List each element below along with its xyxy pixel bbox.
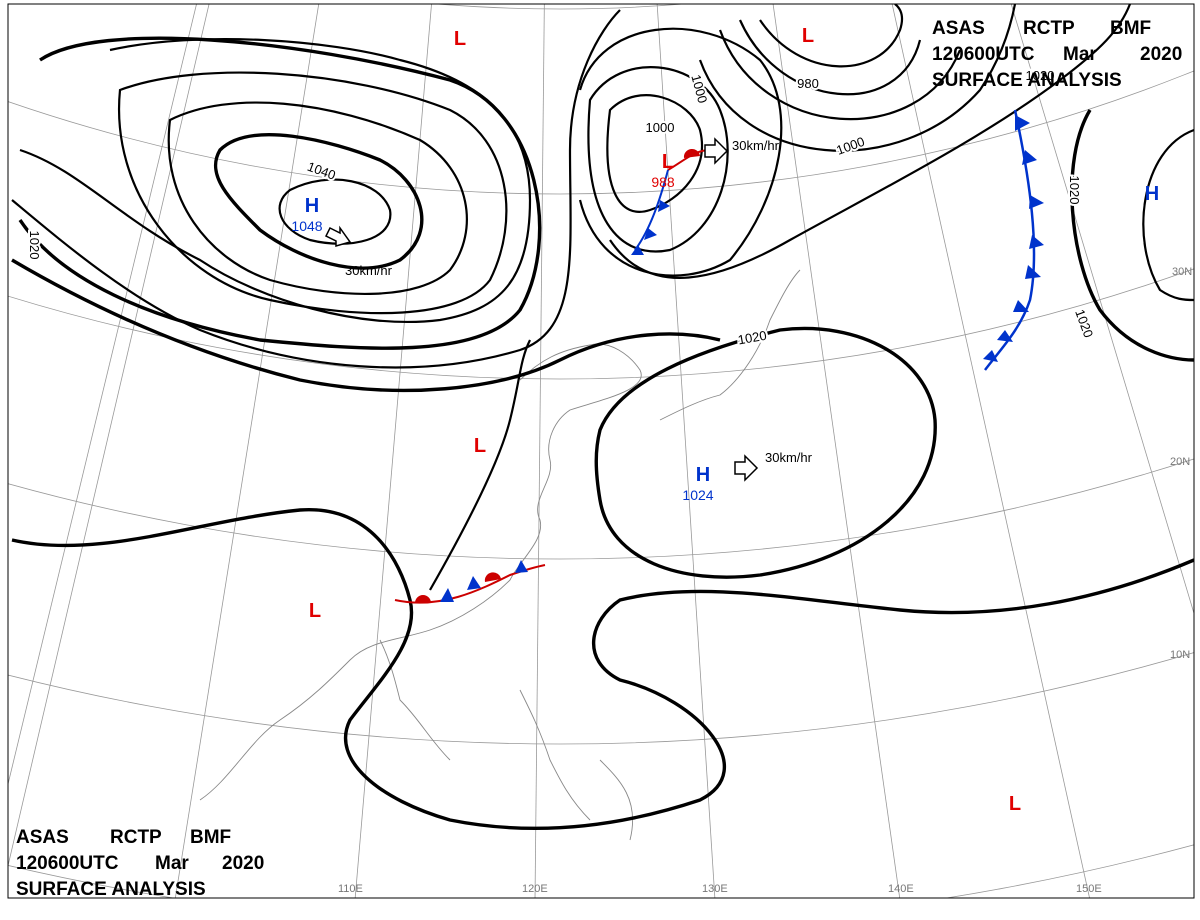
header-code: BMF bbox=[190, 827, 231, 848]
header-time: 120600UTC bbox=[16, 853, 119, 874]
header-top: ASAS RCTP BMF 120600UTC Mar 2020 SURFACE… bbox=[932, 18, 1182, 91]
longitude-line bbox=[656, 4, 716, 898]
header-month: Mar bbox=[155, 853, 189, 874]
header-station: RCTP bbox=[110, 827, 162, 848]
header-year: 2020 bbox=[222, 853, 264, 874]
pressure-center-value: 1048 bbox=[291, 218, 322, 234]
longitude-line bbox=[1010, 4, 1194, 615]
pressure-center-symbol: L bbox=[454, 28, 466, 50]
pressure-center-value: 1024 bbox=[682, 487, 713, 503]
latitude-label: 30N bbox=[1172, 266, 1192, 278]
header-bottom: ASAS RCTP BMF 120600UTC Mar 2020 SURFACE… bbox=[16, 827, 264, 900]
header-year: 2020 bbox=[1140, 44, 1182, 65]
isobar-label: 1020 bbox=[1067, 176, 1082, 205]
pressure-center-symbol: L bbox=[474, 435, 486, 457]
header-agency: ASAS bbox=[16, 827, 69, 848]
header-month: Mar bbox=[1063, 44, 1097, 65]
longitude-label: 110E bbox=[338, 883, 363, 895]
latitude-label: 20N bbox=[1170, 456, 1190, 468]
header-station: RCTP bbox=[1023, 18, 1075, 39]
pressure-center-symbol: L bbox=[309, 600, 321, 622]
pressure-center-symbol: L bbox=[662, 151, 674, 173]
pressure-center-symbol: H bbox=[305, 195, 319, 217]
isobar-label: 1000 bbox=[646, 120, 675, 135]
fronts bbox=[394, 109, 1044, 604]
longitude-label: 140E bbox=[888, 883, 914, 895]
coastlines bbox=[199, 269, 801, 841]
latitude-label: 10N bbox=[1170, 649, 1190, 661]
longitude-line bbox=[8, 4, 197, 786]
pressure-center-symbol: L bbox=[1009, 793, 1021, 815]
pressure-center-symbol: H bbox=[1145, 183, 1159, 205]
motion-arrows bbox=[324, 137, 759, 482]
isobars bbox=[11, 4, 1194, 830]
motion-label: 30km/hr bbox=[345, 263, 393, 278]
isobar-label: 980 bbox=[797, 76, 819, 91]
longitude-label: 150E bbox=[1076, 883, 1102, 895]
frame bbox=[7, 3, 1195, 899]
longitude-line bbox=[354, 4, 432, 898]
header-code: BMF bbox=[1110, 18, 1151, 39]
longitude-line bbox=[891, 4, 1090, 898]
header-product: SURFACE ANALYSIS bbox=[16, 879, 206, 900]
longitude-line bbox=[772, 4, 901, 898]
longitude-label: 120E bbox=[522, 883, 548, 895]
header-product: SURFACE ANALYSIS bbox=[932, 70, 1122, 91]
longitude-label: 130E bbox=[702, 883, 728, 895]
pressure-center-symbol: L bbox=[802, 25, 814, 47]
longitude-line bbox=[534, 4, 545, 898]
isobar-label: 1020 bbox=[1026, 68, 1055, 83]
longitude-line bbox=[174, 4, 320, 898]
header-time: 120600UTC bbox=[932, 44, 1035, 65]
motion-label: 30km/hr bbox=[765, 450, 813, 465]
motion-label: 30km/hr bbox=[732, 138, 780, 153]
isobar-label: 1020 bbox=[737, 328, 768, 348]
pressure-center-value: 988 bbox=[651, 174, 675, 190]
header-agency: ASAS bbox=[932, 18, 985, 39]
pressure-center-symbol: H bbox=[696, 464, 710, 486]
longitude-line bbox=[8, 4, 210, 868]
isobar-label: 1020 bbox=[27, 231, 42, 260]
